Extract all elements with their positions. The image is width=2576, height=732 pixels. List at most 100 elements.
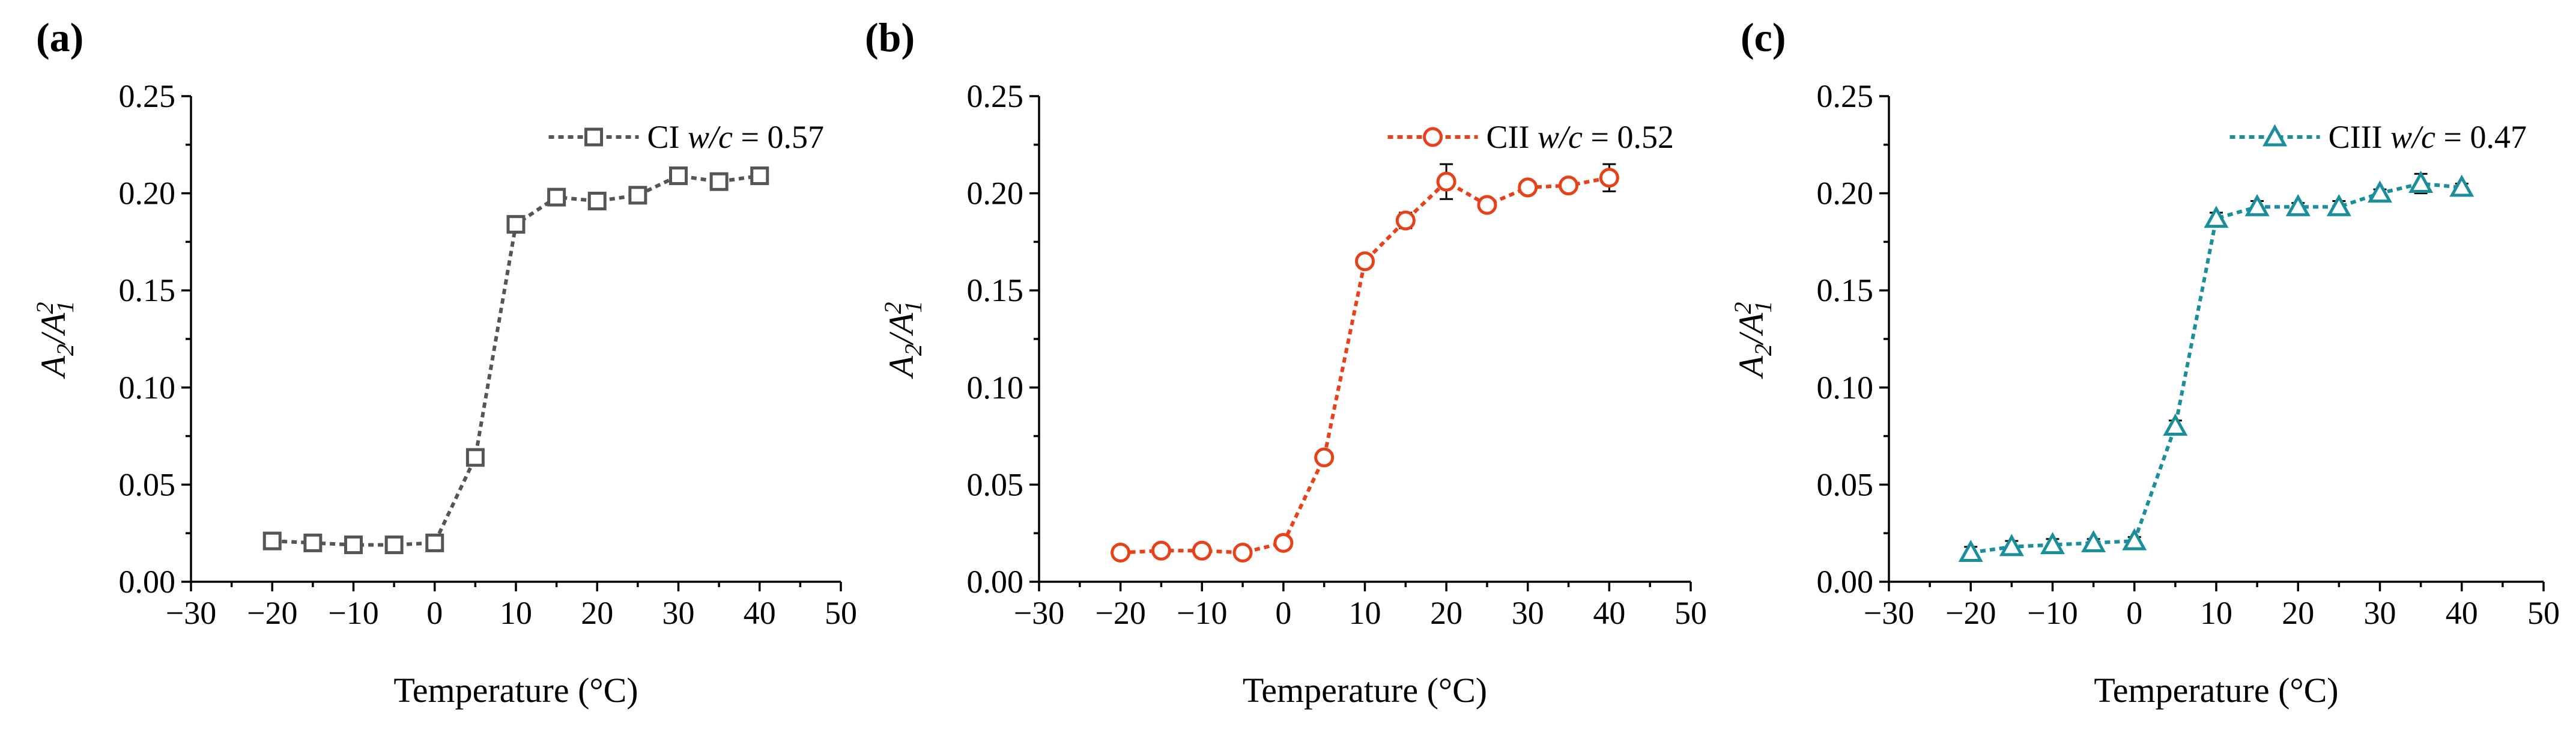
data-point [1477,195,1497,215]
data-point [344,535,363,555]
x-axis-title: Temperature (°C) [1243,671,1487,710]
y-tick-label: 0.20 [967,175,1024,212]
data-point [1355,251,1375,272]
panel-label: (b) [865,14,915,60]
panel-label: (c) [1741,14,1786,60]
y-axis-title: A2/A12 [1729,301,1777,380]
y-tick-label: 0.20 [119,175,176,212]
x-tick-label: 30 [662,595,695,631]
x-tick-label: 50 [1674,595,1707,631]
x-tick-label: −10 [1177,595,1227,631]
x-axis-title: Temperature (°C) [393,671,638,710]
x-tick-label: 10 [2200,595,2232,631]
chart-panel-3: (c) −30 −20 −10 0 10 20 30 40 50 0.00 0.05 0.10 0.15 0… [1729,14,2560,710]
y-tick-label: 0.25 [119,78,176,114]
series-line [1120,175,1610,555]
y-tick-label: 0.20 [1817,175,1874,212]
x-tick-label: 40 [2446,595,2478,631]
legend-label: CI w/c = 0.57 [647,119,824,155]
y-tick-label: 0.15 [967,272,1024,308]
data-point [547,188,566,207]
data-point [506,215,526,234]
x-tick-label: 10 [1349,595,1381,631]
data-point [1559,175,1579,196]
data-point [750,166,769,186]
y-axis-title: A2/A12 [31,301,79,380]
data-point [303,533,323,552]
data-point [465,448,485,467]
x-tick-label: 40 [1593,595,1625,631]
x-tick-label: 0 [2126,595,2142,631]
legend-marker [584,127,604,147]
y-tick-label: 0.15 [119,272,176,308]
data-point [1395,210,1416,231]
x-tick-label: 50 [2527,595,2560,631]
x-tick-label: 20 [2282,595,2314,631]
y-tick-label: 0.25 [1817,78,1874,114]
y-tick-label: 0.10 [967,370,1024,406]
data-point [2285,194,2311,216]
x-tick-label: 20 [581,595,613,631]
legend: CIII w/c = 0.47 [2229,119,2527,155]
y-tick-label: 0.00 [1817,564,1874,600]
series-line [1970,181,2462,555]
x-tick-label: −20 [247,595,297,631]
x-tick-label: 0 [1275,595,1291,631]
data-point [709,172,729,191]
legend: CI w/c = 0.57 [548,119,824,155]
data-point [1232,543,1253,563]
x-tick-label: −30 [1864,595,1914,631]
x-tick-label: 50 [825,595,857,631]
data-point [1599,168,1619,188]
x-tick-label: 40 [744,595,776,631]
y-tick-label: 0.25 [967,78,1024,114]
x-tick-label: 10 [500,595,532,631]
data-point [1436,171,1456,192]
data-point [262,531,282,551]
data-point [1314,447,1335,468]
data-point [669,166,688,186]
legend: CII w/c = 0.52 [1387,119,1674,155]
data-point [1999,534,2024,557]
x-tick-label: −30 [166,595,216,631]
data-point [2368,180,2392,203]
x-tick-label: −30 [1014,595,1064,631]
x-tick-label: 0 [426,595,443,631]
y-axis-title: A2/A12 [879,301,927,380]
chart-panel-2: (b) −30 −20 −10 0 10 20 30 40 50 0.00 0.05 0.10 0.15 0… [865,14,1707,710]
y-tick-label: 0.05 [967,466,1024,502]
legend-label: CII w/c = 0.52 [1487,119,1674,155]
data-point [2122,528,2147,551]
series-CII [1111,163,1619,563]
x-tick-label: −20 [1095,595,1145,631]
series-CI [262,166,769,555]
legend-label: CIII w/c = 0.47 [2329,119,2527,155]
y-tick-label: 0.10 [1817,370,1874,406]
data-point [2163,413,2188,436]
panel-label: (a) [36,14,83,60]
data-point [384,535,404,555]
data-point [2326,194,2351,216]
data-point [1111,543,1131,563]
x-tick-label: −20 [1945,595,1996,631]
data-point [2449,174,2474,197]
y-tick-label: 0.10 [119,370,176,406]
data-point [2244,194,2270,216]
x-tick-label: 30 [2364,595,2396,631]
x-tick-label: 30 [1512,595,1544,631]
x-tick-label: −10 [328,595,378,631]
legend-marker [1423,127,1443,147]
y-tick-label: 0.00 [967,564,1024,600]
data-point [2040,532,2065,555]
y-tick-label: 0.05 [119,466,176,502]
y-tick-label: 0.00 [119,564,176,600]
data-point [587,192,607,211]
y-tick-label: 0.05 [1817,466,1874,502]
data-point [628,186,647,205]
data-point [1273,532,1294,553]
y-tick-label: 0.15 [1817,272,1874,308]
data-point [1518,177,1538,198]
series-CIII [1958,171,2474,563]
data-point [1192,540,1212,561]
